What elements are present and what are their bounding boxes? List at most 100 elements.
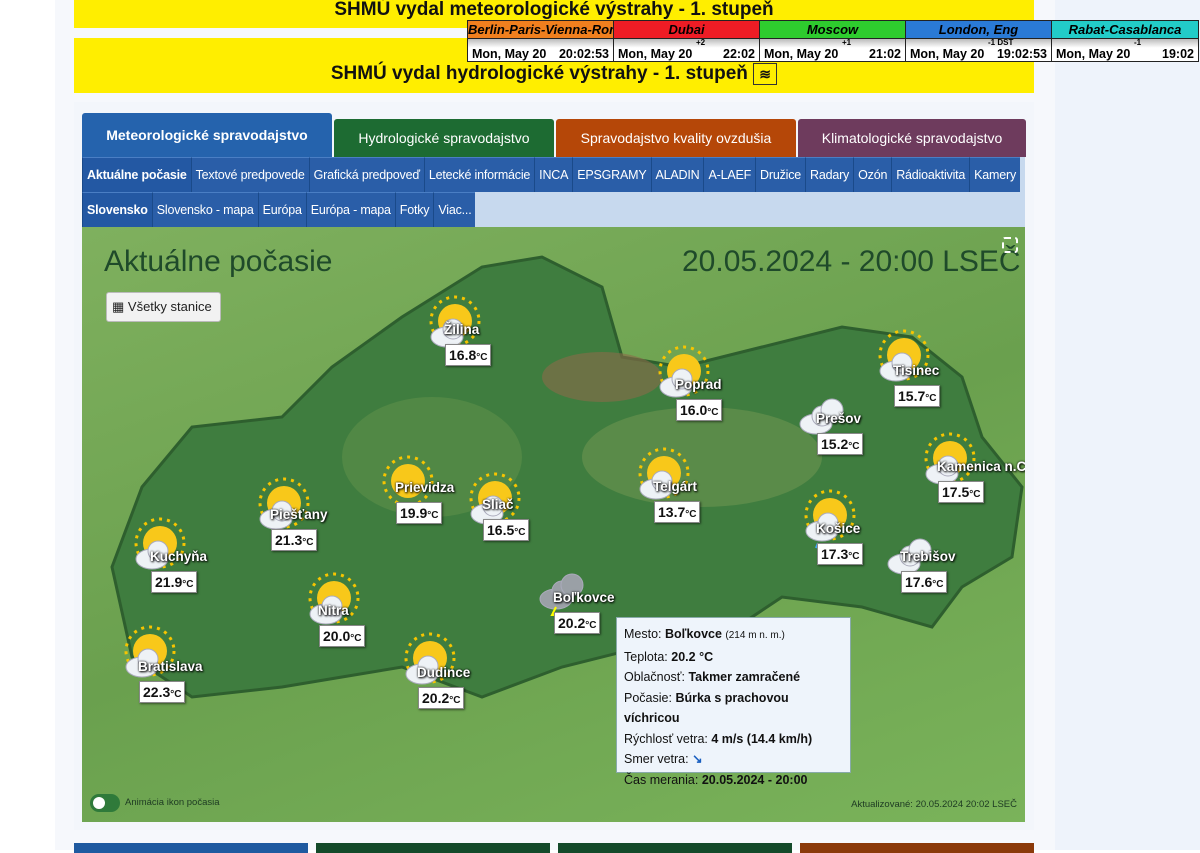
city-temperature[interactable]: 21.9°C — [151, 571, 198, 593]
city-temperature[interactable]: 20.2°C — [418, 687, 465, 709]
city-temperature[interactable]: 17.5°C — [938, 481, 985, 503]
city-temperature[interactable]: 20.2°C — [554, 612, 601, 634]
temp-value: 21.3 — [275, 532, 303, 548]
station-tooltip: Mesto: Boľkovce (214 m n. m.) Teplota: 2… — [616, 617, 851, 787]
clock-city: London, Eng — [906, 21, 1051, 39]
city-name[interactable]: Kuchyňa — [150, 549, 208, 564]
city-name[interactable]: Dudince — [417, 665, 471, 680]
map-title: Aktuálne počasie — [104, 245, 333, 278]
temp-value: 16.0 — [680, 402, 708, 418]
city-name[interactable]: Prievidza — [395, 480, 455, 495]
clock-city: Berlin-Paris-Vienna-Roma — [468, 21, 613, 39]
bottom-tile-2[interactable] — [316, 843, 550, 853]
meteo-warning-text: SHMÚ vydal meteorologické výstrahy - 1. … — [334, 0, 774, 20]
city-temperature[interactable]: 20.0°C — [319, 625, 366, 647]
main-tab-0[interactable]: Meteorologické spravodajstvo — [82, 113, 332, 157]
sub-tab-10[interactable]: Ozón — [853, 157, 892, 192]
sun-icon — [378, 455, 438, 520]
city-name[interactable]: Poprad — [675, 377, 722, 392]
clock-city: Dubai — [614, 21, 759, 39]
city-temperature[interactable]: 22.3°C — [139, 681, 186, 703]
fullscreen-icon[interactable] — [1002, 237, 1018, 253]
temp-value: 16.5 — [487, 522, 515, 538]
updated-timestamp: Aktualizované: 20.05.2024 20:02 LSEČ — [851, 799, 1017, 810]
sub-tab-7[interactable]: A-LAEF — [703, 157, 756, 192]
main-tab-2[interactable]: Spravodajstvo kvality ovzdušia — [556, 119, 796, 157]
region-tab-2[interactable]: Európa — [257, 192, 306, 227]
city-name[interactable]: Prešov — [816, 411, 862, 426]
animation-toggle[interactable] — [90, 794, 120, 812]
city-name[interactable]: Sliač — [482, 497, 514, 512]
temp-unit: °C — [170, 689, 182, 700]
city-temperature[interactable]: 15.2°C — [817, 433, 864, 455]
city-temperature[interactable]: 13.7°C — [654, 501, 701, 523]
sub-tabs: Aktuálne počasie Textové predpovede Grafic… — [82, 157, 1025, 192]
city-temperature[interactable]: 17.3°C — [817, 543, 864, 565]
temp-value: 22.3 — [143, 684, 171, 700]
region-tab-1[interactable]: Slovensko - mapa — [151, 192, 258, 227]
sub-tab-2[interactable]: Grafická predpoveď — [308, 157, 424, 192]
city-name[interactable]: Košice — [816, 521, 861, 536]
city-temperature[interactable]: 16.5°C — [483, 519, 530, 541]
sub-tab-4[interactable]: INCA — [534, 157, 573, 192]
clock-time-row: Mon, May 20 20:02:53 — [468, 39, 613, 61]
arrow-down-right-icon: ↘ — [692, 752, 703, 766]
sub-tab-11[interactable]: Rádioaktivita — [891, 157, 970, 192]
clock-1: Dubai Mon, May 20 +2 22:02 — [614, 21, 760, 61]
sun-cloud-rain-icon — [800, 489, 860, 554]
temp-unit: °C — [302, 537, 314, 548]
main-tab-3[interactable]: Klimatologické spravodajstvo — [798, 119, 1026, 157]
sub-tab-9[interactable]: Radary — [805, 157, 854, 192]
city-name[interactable]: Trebišov — [900, 549, 956, 564]
sun-cloud-icon — [920, 432, 980, 497]
world-clock: Berlin-Paris-Vienna-Roma Mon, May 20 20:02… — [467, 20, 1199, 62]
region-tab-4[interactable]: Fotky — [394, 192, 434, 227]
sub-tab-1[interactable]: Textové predpovede — [190, 157, 309, 192]
city-temperature[interactable]: 16.8°C — [445, 344, 492, 366]
sub-tab-5[interactable]: EPSGRAMY — [572, 157, 651, 192]
all-stations-button[interactable]: ▦ Všetky stanice — [106, 292, 221, 322]
sub-tab-0[interactable]: Aktuálne počasie — [82, 157, 191, 192]
main-tab-1[interactable]: Hydrologické spravodajstvo — [334, 119, 554, 157]
thunderstorm-icon — [534, 557, 594, 623]
bottom-tile-4[interactable] — [800, 843, 1034, 853]
city-name[interactable]: Žilina — [444, 322, 480, 337]
city-temperature[interactable]: 16.0°C — [676, 399, 723, 421]
temp-value: 17.5 — [942, 484, 970, 500]
city-name[interactable]: Boľkovce — [553, 590, 615, 605]
clock-offset: -1 DST — [988, 38, 1014, 47]
clock-date: Mon, May 20 — [472, 47, 547, 61]
clock-4: Rabat-Casablanca Mon, May 20 -1 19:02 — [1052, 21, 1198, 61]
temp-unit: °C — [449, 695, 461, 706]
city-temperature[interactable]: 19.9°C — [396, 502, 443, 524]
clock-offset: -1 — [1134, 38, 1142, 47]
sub-tab-8[interactable]: Družice — [755, 157, 806, 192]
city-name[interactable]: Telgárt — [653, 479, 698, 494]
clock-time: 19:02 — [1162, 47, 1194, 61]
temp-unit: °C — [932, 579, 944, 590]
city-name[interactable]: Bratislava — [138, 659, 203, 674]
city-temperature[interactable]: 17.6°C — [901, 571, 948, 593]
sub-tab-3[interactable]: Letecké informácie — [423, 157, 535, 192]
city-name[interactable]: Nitra — [318, 603, 349, 618]
city-name[interactable]: Tisinec — [893, 363, 940, 378]
city-name[interactable]: Piešťany — [270, 507, 328, 522]
clock-date: Mon, May 20 — [910, 47, 985, 61]
region-tab-0[interactable]: Slovensko — [82, 192, 152, 227]
sub-tab-12[interactable]: Kamery — [969, 157, 1021, 192]
sun-cloud-icon — [634, 447, 694, 512]
sub-tab-6[interactable]: ALADIN — [650, 157, 704, 192]
city-temperature[interactable]: 15.7°C — [894, 385, 941, 407]
city-temperature[interactable]: 21.3°C — [271, 529, 318, 551]
all-stations-label: Všetky stanice — [127, 299, 212, 314]
clock-time: 20:02:53 — [558, 47, 609, 61]
bottom-tile-3[interactable] — [558, 843, 792, 853]
sun-cloud-icon — [400, 632, 460, 697]
bottom-tile-1[interactable] — [74, 843, 308, 853]
region-tab-5[interactable]: Viac... — [433, 192, 476, 227]
region-tab-3[interactable]: Európa - mapa — [305, 192, 395, 227]
clock-time-row: Mon, May 20 -1 19:02 — [1052, 39, 1198, 61]
temp-value: 13.7 — [658, 504, 686, 520]
city-name[interactable]: Kamenica n.C. — [937, 459, 1025, 474]
weather-map[interactable]: Aktuálne počasie 20.05.2024 - 20:00 LSEČ… — [82, 227, 1025, 822]
